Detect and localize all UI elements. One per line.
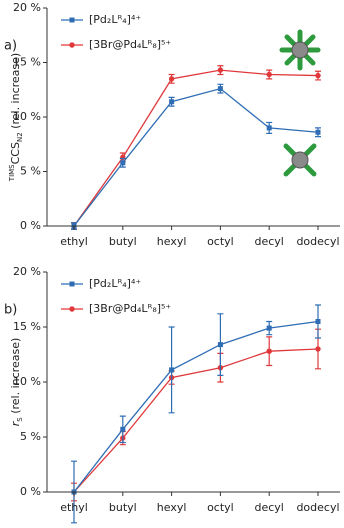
y-tick-label: 0 % [20,219,41,232]
point [120,160,126,166]
legend-label: [Pd₂Lᴿ₄]⁴⁺ [89,13,141,26]
x-tick-label: octyl [207,501,234,514]
y-tick-label: 15 % [13,56,41,69]
y-tick-label: 5 % [20,430,41,443]
series-line [73,69,319,227]
axis-line [46,8,340,227]
x-tick-label: ethyl [60,501,88,514]
point [266,348,272,354]
series [71,328,321,502]
point [315,129,321,135]
x-tick-label: octyl [207,235,234,248]
point [169,367,175,373]
y-axis-label: rS (rel. increase) [9,338,24,427]
point [266,325,272,331]
panel-label: b) [4,303,17,318]
y-tick-label: 15 % [13,320,41,333]
point [266,71,272,78]
y-tick-label: 10 % [13,375,41,388]
point [168,76,175,82]
y-axis-label-part: N2 [16,132,24,142]
x-tick-label: dodecyl [296,235,339,248]
series [71,83,321,230]
series-line [73,348,319,493]
x-tick-label: hexyl [157,235,187,248]
y-axis-label-part: (rel. increase) [9,338,22,418]
y-tick-label: 20 % [13,265,41,278]
point [120,426,126,432]
x-tick-label: hexyl [157,501,187,514]
series [71,65,321,230]
x-tick-label: decyl [255,235,284,248]
y-axis-label-part: S [16,417,24,422]
point [315,346,321,352]
cage-icon-small [283,143,317,177]
y-axis-label: TIMSCCSN2 (rel. increase) [8,53,24,182]
series [71,304,321,524]
axis-line [46,272,340,493]
point [315,319,321,324]
x-tick-label: butyl [109,235,137,248]
series-line [73,320,319,493]
y-tick-label: 20 % [13,1,41,14]
point [217,86,223,92]
y-axis-label-part: CCS [9,142,22,164]
y-axis-label-part: TIMS [8,164,16,182]
point [315,72,321,79]
y-axis-label-part: r [9,420,22,426]
y-tick-label: 10 % [13,110,41,123]
x-tick-label: butyl [109,501,137,514]
y-axis-label-part: (rel. increase) [9,53,22,133]
point [217,67,224,73]
point [169,99,175,105]
y-tick-label: 5 % [20,165,41,178]
x-tick-label: decyl [255,501,284,514]
series-line [73,87,319,227]
point [217,342,223,348]
cage-icon-large [279,29,321,71]
y-tick-label: 0 % [20,485,41,498]
panel-label: a) [4,39,17,54]
x-tick-label: ethyl [60,235,88,248]
legend-label: [Pd₂Lᴿ₄]⁴⁺ [89,277,141,290]
legend-label: [3Br@Pd₄Lᴿ₈]⁵⁺ [89,302,171,315]
legend-label: [3Br@Pd₄Lᴿ₈]⁵⁺ [89,38,171,51]
point [266,125,272,131]
x-tick-label: dodecyl [296,501,339,514]
